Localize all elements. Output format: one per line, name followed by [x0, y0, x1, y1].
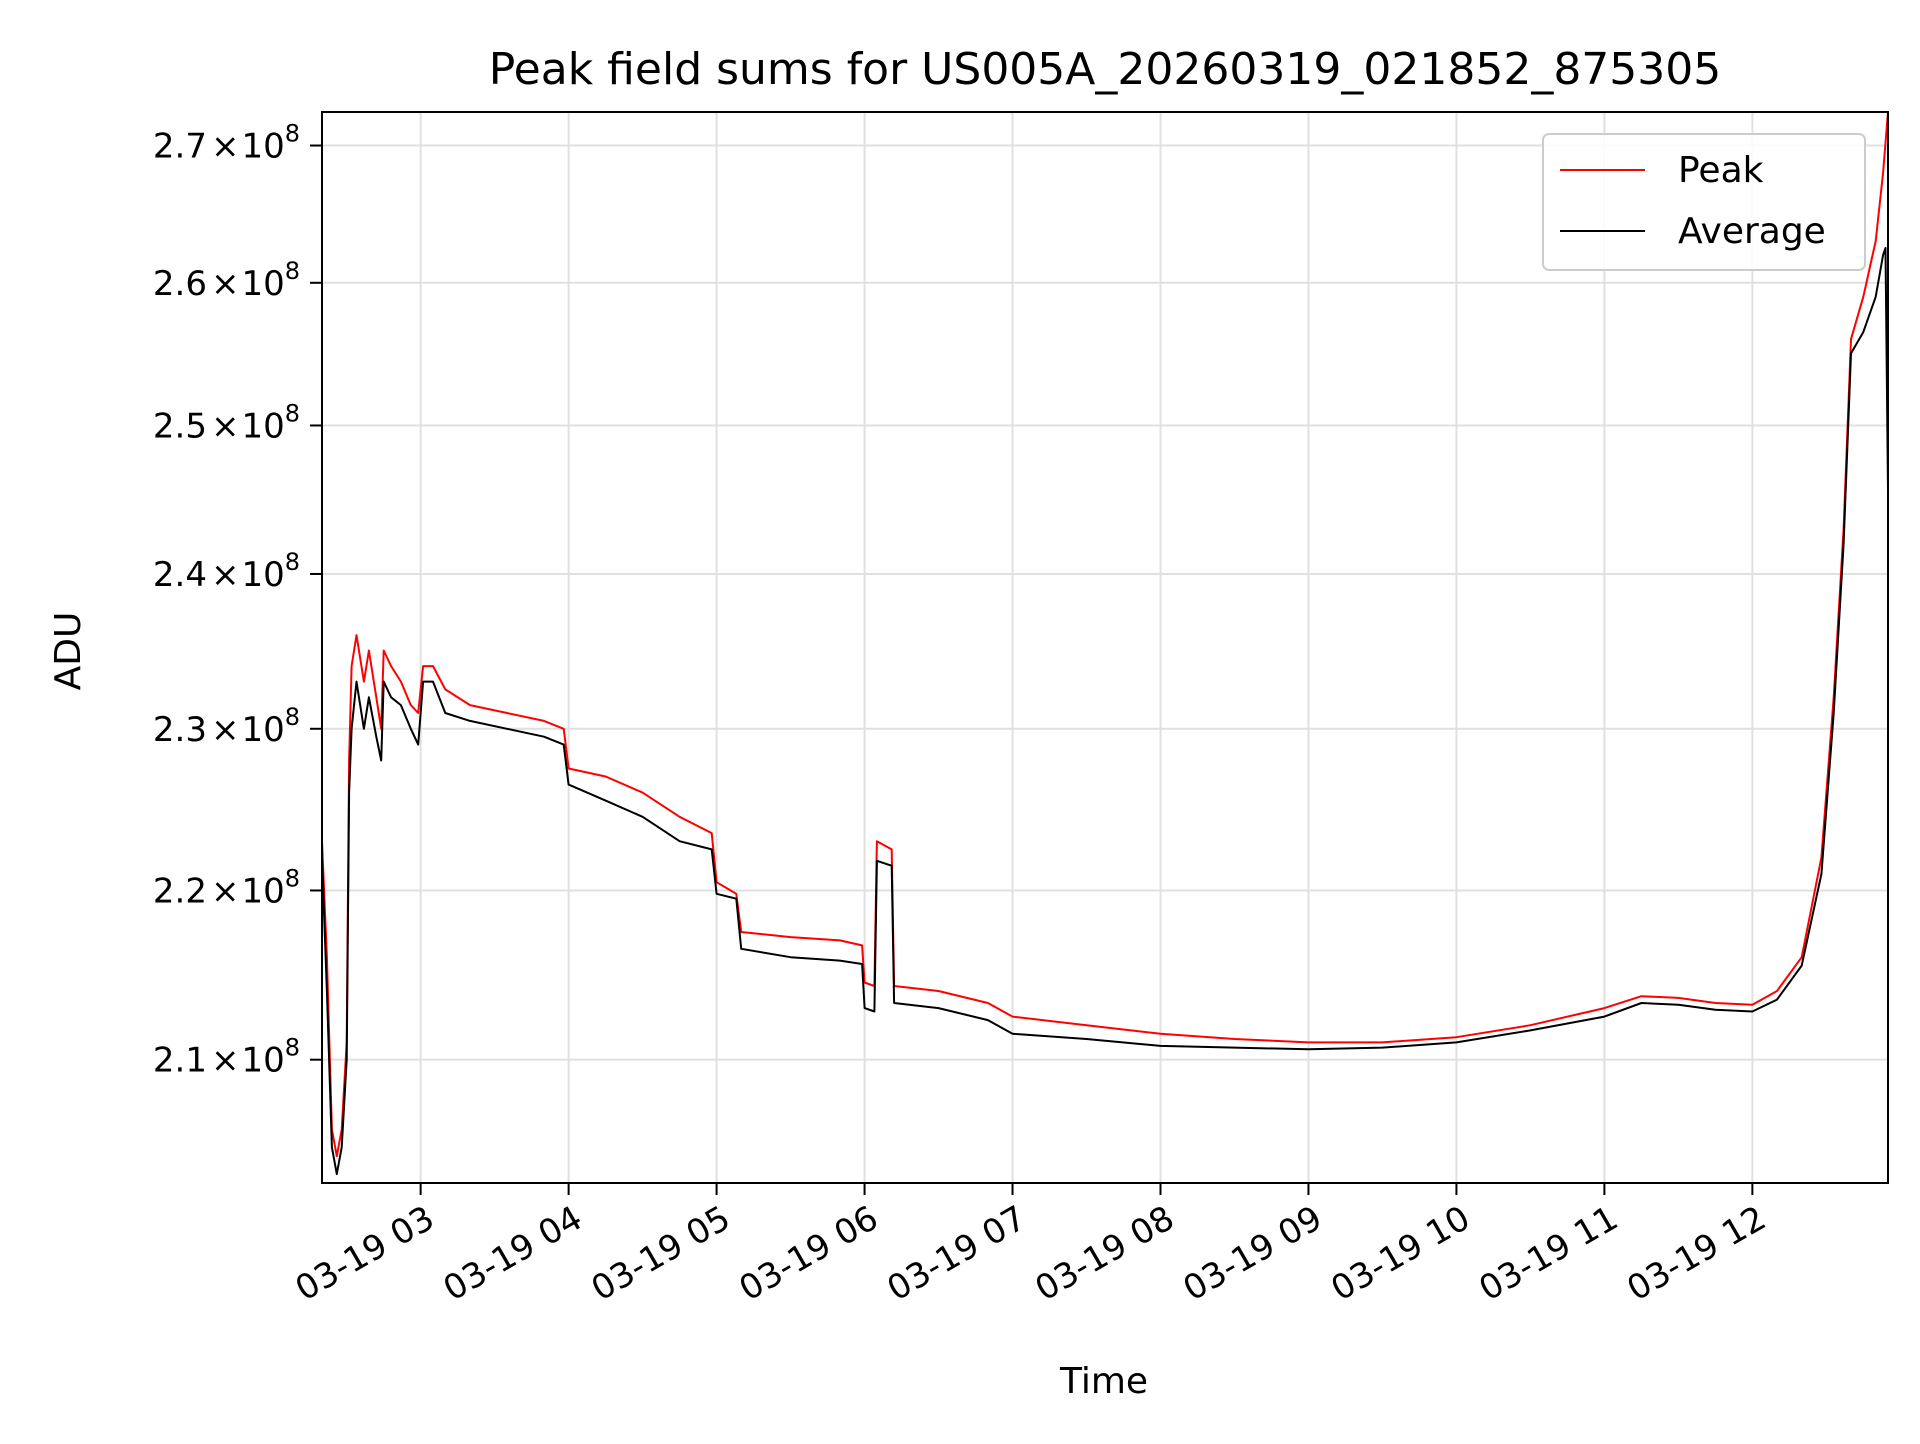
y-tick-times: ×: [211, 406, 240, 446]
y-tick-label: 2.4 ×108: [153, 548, 300, 595]
legend-label-peak: Peak: [1678, 150, 1764, 191]
y-tick-exponent: 8: [285, 257, 300, 285]
plot-frame: [321, 111, 1889, 1184]
y-tick-mantissa: 2.1: [153, 1041, 207, 1081]
y-tick-times: ×: [211, 710, 240, 750]
legend: Peak Average: [1542, 133, 1866, 271]
y-tick-base: 10: [241, 555, 284, 595]
y-tick-times: ×: [211, 871, 240, 911]
y-tick-label: 2.7 ×108: [153, 120, 300, 167]
y-tick-base: 10: [241, 264, 284, 304]
series-line-average: [321, 247, 1889, 1176]
y-tick-exponent: 8: [285, 1034, 300, 1062]
y-tick-mantissa: 2.7: [153, 127, 207, 167]
y-tick-mantissa: 2.4: [153, 555, 207, 595]
series-group: [321, 111, 1889, 1176]
y-tick-exponent: 8: [285, 864, 300, 892]
x-axis-label: Time: [1059, 1361, 1148, 1402]
y-axis-label: ADU: [48, 612, 89, 691]
legend-label-average: Average: [1678, 211, 1826, 252]
y-tick-exponent: 8: [285, 120, 300, 148]
chart-title: Peak field sums for US005A_20260319_0218…: [489, 44, 1722, 95]
y-tick-base: 10: [241, 127, 284, 167]
y-tick-mantissa: 2.2: [153, 871, 207, 911]
y-tick-mantissa: 2.5: [153, 406, 207, 446]
y-tick-mantissa: 2.6: [153, 264, 207, 304]
y-tick-base: 10: [241, 871, 284, 911]
y-tick-times: ×: [211, 127, 240, 167]
y-tick-times: ×: [211, 1041, 240, 1081]
y-tick-mantissa: 2.3: [153, 710, 207, 750]
legend-box: [1542, 133, 1866, 271]
y-tick-exponent: 8: [285, 703, 300, 731]
y-tick-base: 10: [241, 710, 284, 750]
y-tick-exponent: 8: [285, 548, 300, 576]
grid-lines: [322, 112, 1888, 1183]
y-tick-label: 2.1 ×108: [153, 1034, 300, 1081]
y-tick-times: ×: [211, 264, 240, 304]
y-tick-label: 2.2 ×108: [153, 864, 300, 911]
series-line-peak: [321, 111, 1889, 1158]
y-tick-base: 10: [241, 1041, 284, 1081]
y-tick-label: 2.3 ×108: [153, 703, 300, 750]
y-tick-label: 2.6 ×108: [153, 257, 300, 304]
y-tick-base: 10: [241, 406, 284, 446]
y-tick-label: 2.5 ×108: [153, 399, 300, 446]
y-tick-times: ×: [211, 555, 240, 595]
y-tick-exponent: 8: [285, 399, 300, 427]
